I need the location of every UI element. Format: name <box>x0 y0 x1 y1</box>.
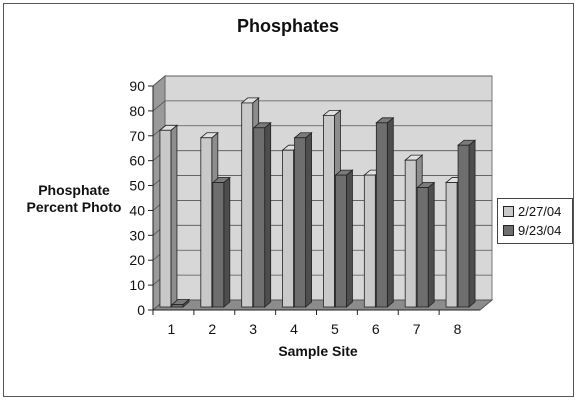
bar-site-7-series-2-side <box>427 181 435 308</box>
y-tick-label: 10 <box>129 277 145 293</box>
y-tick-label: 90 <box>129 78 145 94</box>
x-tick-label: 3 <box>249 321 257 337</box>
x-tick-label: 2 <box>208 321 216 337</box>
bar-site-7-series-1 <box>404 159 417 308</box>
bar-site-4-series-2-side <box>305 131 312 308</box>
bar-site-6-series-1 <box>363 174 376 308</box>
bar-site-1-series-1-side <box>170 124 178 308</box>
y-tick-label: 40 <box>129 202 145 218</box>
bar-site-5-series-2-side <box>346 169 353 308</box>
x-axis-label: Sample Site <box>278 343 358 359</box>
legend-swatch-series-2 <box>503 224 514 236</box>
y-tick-label: 0 <box>137 302 145 318</box>
x-tick-label: 4 <box>290 321 298 337</box>
gridline-side <box>152 100 166 112</box>
bar-site-1-series-2 <box>171 304 184 308</box>
chart-title: Phosphates <box>236 16 340 36</box>
y-axis-label-line-2: Percent Photo <box>26 199 122 215</box>
legend-label-series-1: 2/27/04 <box>518 203 562 219</box>
x-tick-label: 7 <box>413 321 421 337</box>
bar-site-8-series-1 <box>445 182 458 308</box>
bar-site-4-series-1 <box>282 149 294 308</box>
bar-site-8-series-2-side <box>468 139 476 308</box>
y-tick-label: 80 <box>129 103 145 119</box>
y-tick-label: 70 <box>129 128 145 144</box>
bar-site-2-series-2-side <box>223 176 231 308</box>
bar-site-3-series-2 <box>253 127 266 308</box>
y-tick-label: 60 <box>129 153 145 169</box>
x-tick-label: 8 <box>454 321 462 337</box>
bar-site-2-series-2 <box>212 182 225 308</box>
y-tick-label: 30 <box>129 227 145 243</box>
bar-site-6-series-2 <box>375 122 388 308</box>
bar-site-5-series-2 <box>335 174 347 308</box>
y-axis-label: Phosphate Percent Photo <box>14 182 134 216</box>
x-tick-label: 6 <box>372 321 380 337</box>
legend-item-series-2: 9/23/04 <box>503 221 561 239</box>
legend-label-series-2: 9/23/04 <box>518 222 562 238</box>
bar-site-2-series-1 <box>200 137 213 308</box>
bar-site-4-series-2 <box>294 137 306 308</box>
bar-site-1-series-1 <box>159 129 172 308</box>
y-tick-label: 50 <box>129 178 145 194</box>
bar-site-3-series-1 <box>241 102 254 308</box>
legend-swatch-series-1 <box>503 205 514 217</box>
bar-site-8-series-2 <box>457 144 470 308</box>
x-tick-label: 1 <box>168 321 176 337</box>
y-axis-label-line-1: Phosphate <box>38 182 110 198</box>
gridline-side <box>152 75 166 87</box>
bar-site-3-series-2-side <box>264 121 272 308</box>
x-tick-label: 5 <box>331 321 339 337</box>
bar-site-7-series-2 <box>416 187 429 308</box>
legend-item-series-1: 2/27/04 <box>503 202 561 220</box>
y-tick-label: 20 <box>129 252 145 268</box>
chart-legend: 2/27/04 9/23/04 <box>497 198 573 244</box>
bar-site-5-series-1 <box>323 114 335 308</box>
bar-site-6-series-2-side <box>386 116 394 308</box>
